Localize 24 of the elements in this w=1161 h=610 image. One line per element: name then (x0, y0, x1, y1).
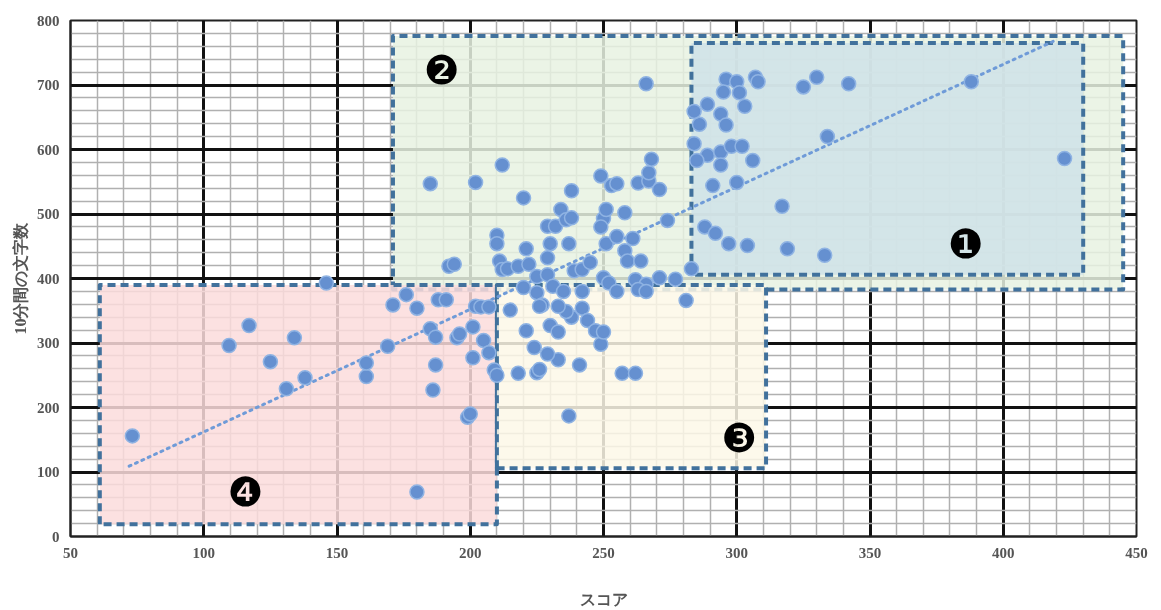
y-tick-label: 500 (37, 206, 60, 222)
annotation: ❸ (721, 414, 758, 461)
x-tick-label: 350 (858, 544, 882, 561)
x-tick-label: 200 (459, 544, 482, 561)
y-tick-label: 800 (37, 12, 60, 29)
x-tick-label: 250 (592, 544, 615, 561)
y-tick-label: 700 (37, 77, 60, 93)
x-tick-label: 150 (325, 544, 349, 561)
y-tick-label: 100 (37, 464, 60, 480)
annotation: ❹ (227, 469, 264, 516)
y-tick-label: 0 (52, 528, 60, 545)
y-tick-label: 200 (37, 399, 60, 416)
x-axis-title: スコア (579, 590, 628, 608)
x-tick-label: 450 (1125, 544, 1148, 561)
y-tick-label: 400 (37, 270, 60, 287)
x-tick-label: 300 (725, 544, 748, 561)
y-tick-label: 600 (37, 141, 60, 158)
x-tick-label: 100 (192, 544, 215, 561)
x-tick-label: 50 (63, 544, 78, 561)
annotation: ❶ (947, 220, 984, 267)
annotation: ❷ (423, 46, 460, 93)
y-axis-title: 10分間の文字数 (11, 221, 29, 335)
y-tick-label: 300 (37, 335, 60, 351)
x-tick-label: 400 (992, 544, 1015, 561)
